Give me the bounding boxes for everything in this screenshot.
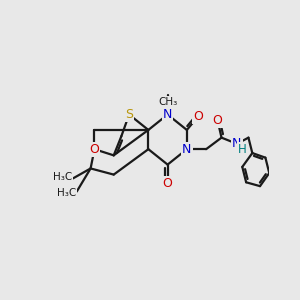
Text: H₃C: H₃C bbox=[53, 172, 72, 182]
Text: O: O bbox=[194, 110, 203, 123]
Text: H: H bbox=[238, 143, 247, 156]
Text: N: N bbox=[232, 137, 242, 150]
Text: CH₃: CH₃ bbox=[158, 97, 177, 107]
Text: N: N bbox=[182, 143, 191, 156]
Text: H₃C: H₃C bbox=[57, 188, 76, 198]
Text: O: O bbox=[213, 114, 223, 127]
Text: N: N bbox=[163, 108, 172, 121]
Text: O: O bbox=[163, 177, 172, 190]
Text: O: O bbox=[89, 143, 99, 156]
Text: S: S bbox=[125, 108, 133, 121]
